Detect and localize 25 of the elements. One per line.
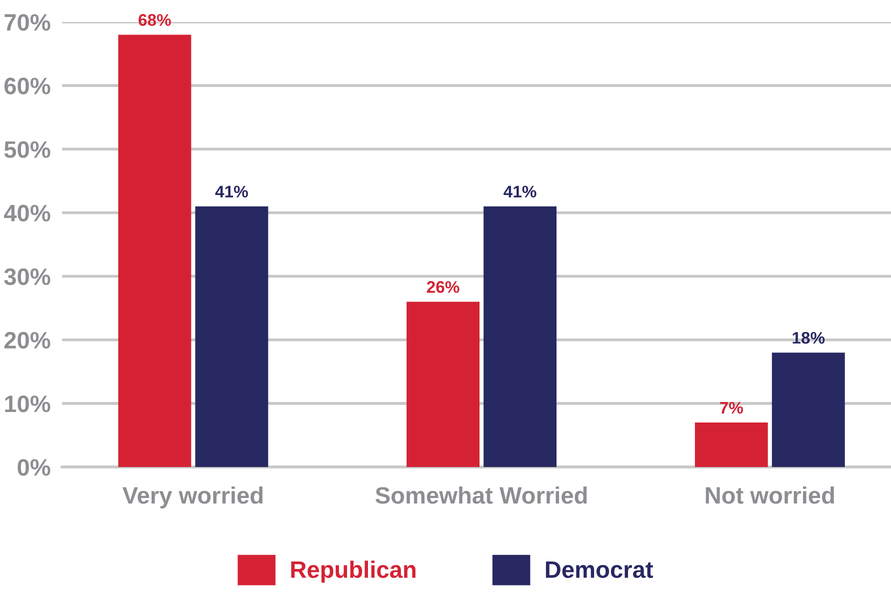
bar bbox=[118, 34, 192, 467]
data-label: 41% bbox=[215, 186, 248, 198]
y-tick-label: 0% bbox=[18, 459, 50, 476]
y-tick-label: 60% bbox=[4, 78, 50, 94]
x-tick-label: Very worried bbox=[122, 486, 263, 508]
data-label: 7% bbox=[720, 402, 744, 414]
y-tick-label: 40% bbox=[4, 204, 50, 222]
bar bbox=[406, 302, 480, 467]
y-tick-label: 30% bbox=[4, 268, 50, 286]
bar bbox=[484, 206, 557, 467]
legend-label: Democrat bbox=[546, 562, 654, 578]
legend-label: Republican bbox=[291, 560, 416, 583]
bar bbox=[195, 206, 268, 467]
y-tick-label: 10% bbox=[5, 395, 50, 412]
data-label: 68% bbox=[138, 14, 171, 26]
x-tick-label: Not worried bbox=[706, 486, 834, 504]
y-tick-label: 50% bbox=[4, 141, 50, 158]
bar bbox=[694, 422, 768, 467]
y-tick-label: 70% bbox=[4, 14, 50, 31]
data-label: 18% bbox=[792, 332, 825, 344]
bar bbox=[772, 352, 845, 467]
data-label: 26% bbox=[426, 281, 460, 293]
data-label: 41% bbox=[504, 186, 536, 198]
x-tick-label: Somewhat Worried bbox=[376, 486, 587, 504]
y-tick-label: 20% bbox=[4, 332, 50, 349]
